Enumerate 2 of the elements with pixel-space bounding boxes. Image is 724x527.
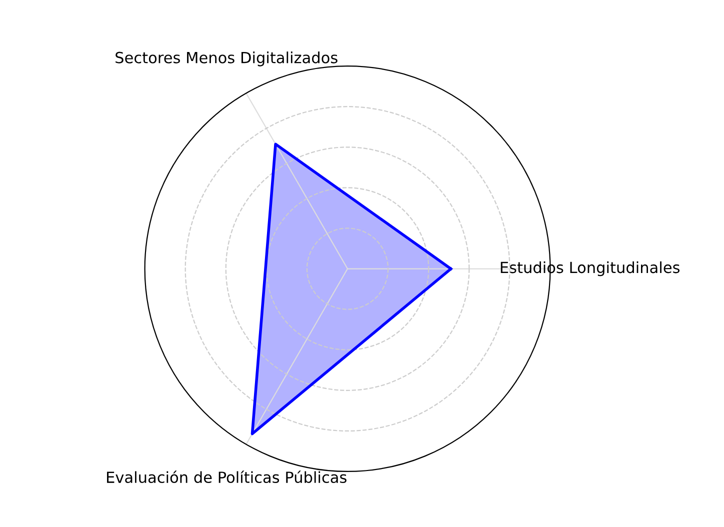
spoke-label: Sectores Menos Digitalizados — [116, 52, 338, 66]
spoke-label: Evaluación de Políticas Públicas — [107, 470, 346, 484]
